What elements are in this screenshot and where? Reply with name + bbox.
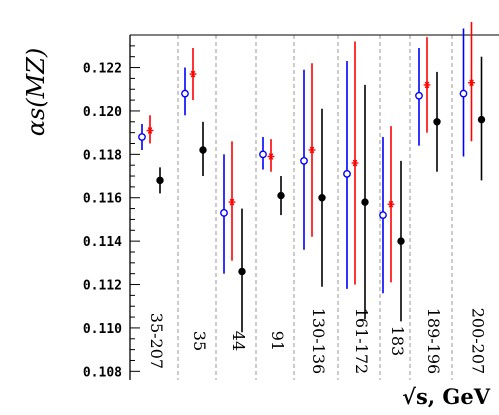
axis-label-layer: αs(MZ) √s, GeV [22, 48, 491, 409]
open-circle-point [220, 209, 228, 217]
asterisk-stroke [469, 79, 474, 87]
asterisk-point [468, 79, 475, 87]
y-tick-label: 0.116 [83, 192, 122, 207]
open-circle-point [379, 211, 387, 219]
open-circle-point [259, 150, 267, 159]
open-circle-point [138, 133, 146, 141]
y-tick-label: 0.108 [83, 365, 122, 380]
category-label: 44 [229, 331, 248, 351]
filled-circle-point [238, 267, 246, 276]
tick-layer: 0.108 0.110 0.112 0.114 0.116 0.118 0.120 0.122 [83, 34, 140, 380]
filled-circle-point [277, 191, 285, 200]
filled-circle-point [433, 118, 441, 126]
y-tick-label: 0.122 [83, 62, 122, 77]
asterisk-stroke [388, 200, 394, 208]
filled-circle-point [397, 237, 405, 245]
asterisk-stroke [268, 153, 274, 160]
x-axis-label: √s, GeV [402, 384, 491, 409]
y-tick-label: 0.110 [83, 322, 122, 337]
open-circle-point [343, 169, 351, 178]
asterisk-stroke [424, 81, 430, 89]
filled-circle-point [318, 194, 326, 202]
asterisk-point [189, 70, 197, 78]
grid-layer [177, 35, 453, 380]
category-label: 130-136 [309, 308, 328, 374]
open-circle-point [181, 89, 189, 98]
category-label: 183 [388, 326, 407, 357]
asterisk-stroke [229, 198, 235, 206]
category-label-layer: 35-207 35 44 91 130-136 161-172 183 189-196 200-… [147, 308, 488, 374]
category-label: 200-207 [469, 308, 488, 374]
data-layer [138, 21, 486, 333]
asterisk-point [267, 153, 275, 160]
filled-circle-point [477, 115, 486, 124]
asterisk-point [146, 127, 154, 134]
asterisk-point [351, 159, 359, 167]
asterisk-point [308, 146, 316, 154]
asterisk-point [423, 81, 431, 89]
category-label: 161-172 [352, 308, 371, 374]
open-circle-point [300, 156, 308, 165]
asterisk-stroke [190, 70, 196, 78]
y-tick-label: 0.114 [83, 235, 122, 250]
y-tick-label: 0.112 [83, 279, 122, 294]
asterisk-stroke [352, 159, 358, 167]
asterisk-stroke [309, 146, 315, 154]
y-tick-label: 0.118 [83, 148, 122, 163]
category-label: 35-207 [147, 313, 166, 369]
category-label: 91 [268, 331, 287, 351]
y-axis-label: αs(MZ) [22, 48, 50, 137]
asterisk-point [387, 200, 395, 208]
category-label: 35 [190, 331, 209, 351]
asterisk-point [228, 198, 236, 206]
open-circle-point [415, 91, 423, 100]
filled-circle-point [361, 198, 369, 206]
axes-layer [129, 34, 499, 380]
category-label: 189-196 [424, 308, 443, 374]
filled-circle-point [199, 146, 207, 154]
asterisk-stroke [147, 127, 153, 134]
y-tick-label: 0.120 [83, 105, 122, 120]
open-circle-point [459, 89, 468, 98]
filled-circle-point [156, 176, 164, 185]
